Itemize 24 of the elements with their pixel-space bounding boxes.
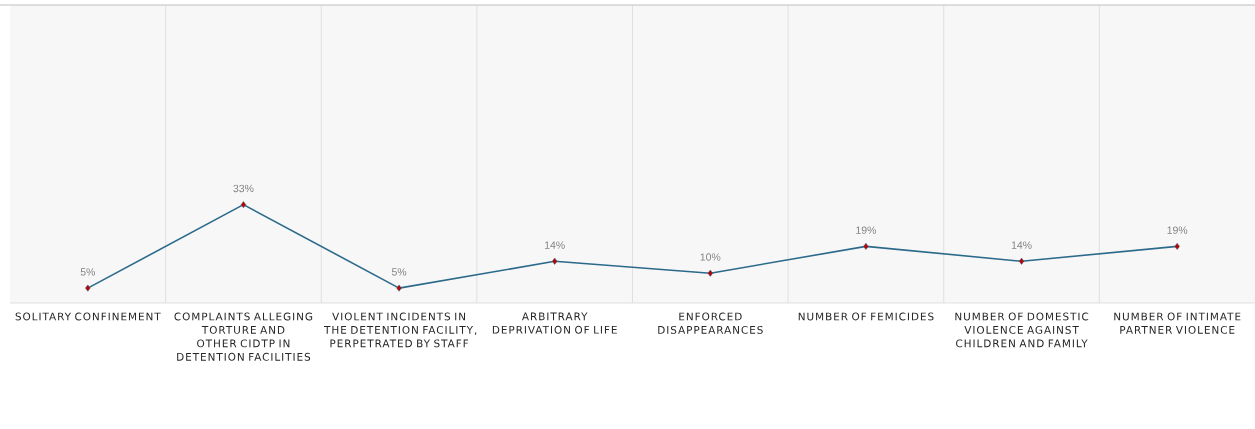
data-label: 5%: [391, 268, 407, 276]
x-tick-label: SOLITARY CONFINEMENT: [15, 312, 161, 321]
x-tick-label: NUMBER OF FEMICIDES: [798, 312, 934, 321]
point: [240, 201, 247, 209]
point: [863, 242, 869, 250]
point: [1018, 257, 1025, 265]
x-tick-label: ENFORCED DISAPPEARANCES: [658, 312, 763, 334]
data-label: 19%: [856, 226, 877, 234]
data-label: 10%: [700, 253, 721, 261]
data-label: 33%: [233, 184, 254, 193]
point: [1174, 242, 1180, 250]
point: [85, 284, 91, 292]
x-tick-label: NUMBER OF INTIMATE PARTNER VIOLENCE: [1114, 312, 1241, 334]
point: [707, 269, 713, 277]
x-tick-label: ARBITRARY DEPRIVATION OF LIFE: [492, 312, 617, 334]
data-label: 14%: [1011, 241, 1032, 249]
point: [552, 257, 558, 265]
x-tick-label: COMPLAINTS ALLEGING TORTURE AND OTHER CIDTP IN DETENTION FACILITIES: [174, 312, 313, 361]
data-label: 19%: [1167, 226, 1188, 234]
x-tick-label: NUMBER OF DOMESTIC VIOLENCE AGAINST CHILDREN AND FAMILY: [955, 312, 1089, 348]
data-label: 14%: [545, 241, 565, 249]
x-tick-label: VIOLENT INCIDENTS IN THE DETENTION FACILITY, PERPETRATED BY STAFF: [324, 312, 477, 348]
point: [396, 284, 402, 292]
data-label: 5%: [80, 268, 95, 276]
